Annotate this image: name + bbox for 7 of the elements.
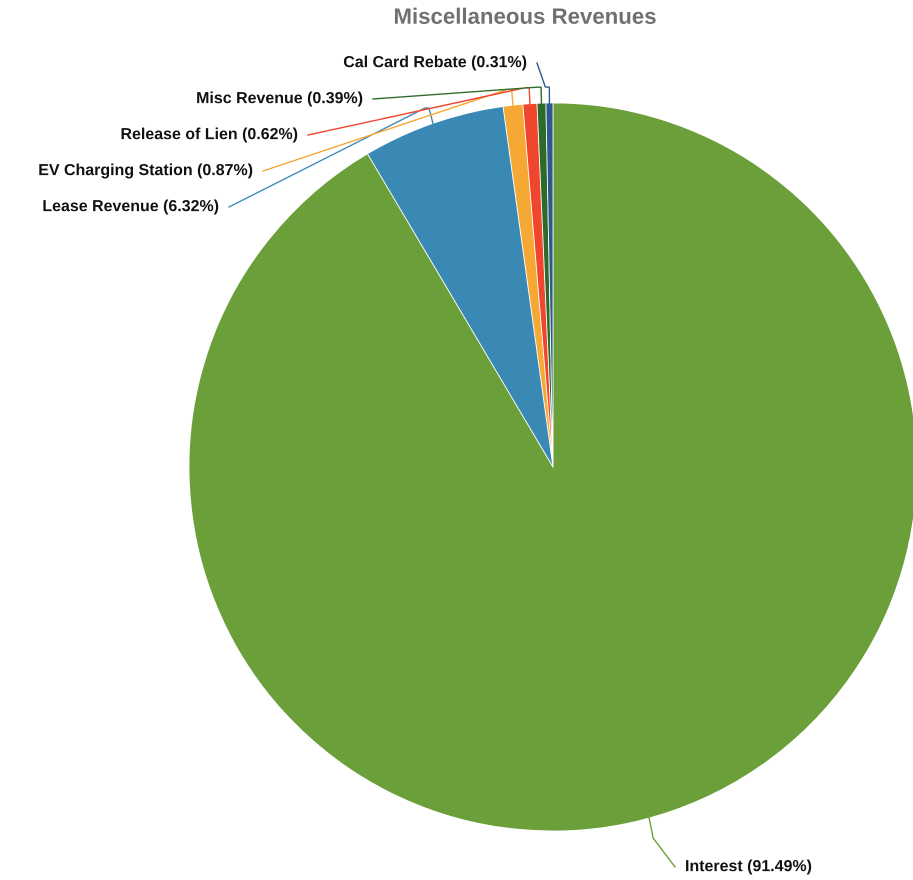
slice-label: Lease Revenue (6.32%) — [43, 200, 218, 214]
slice-label: EV Charging Station (0.87%) — [39, 164, 252, 178]
chart-title: Miscellaneous Revenues — [394, 8, 656, 24]
slice-label: Interest (91.49%) — [686, 860, 812, 874]
slice-label: Misc Revenue (0.39%) — [197, 92, 362, 106]
slice-label: Release of Lien (0.62%) — [122, 128, 298, 142]
slice-label: Cal Card Rebate (0.31%) — [344, 56, 526, 70]
